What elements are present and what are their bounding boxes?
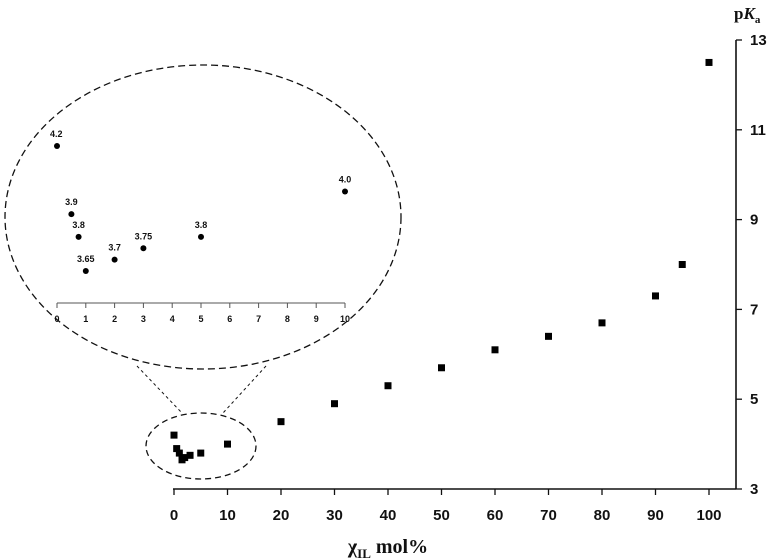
- inset-data-label: 3.9: [65, 197, 78, 207]
- x-tick-label: 100: [696, 507, 721, 524]
- inset-data-point: [54, 143, 60, 149]
- x-tick-label: 10: [219, 507, 236, 524]
- x-tick-label: 60: [487, 507, 504, 524]
- x-tick-label: 20: [273, 507, 290, 524]
- connector-line-left: [136, 365, 183, 414]
- connector-line-right: [222, 365, 267, 414]
- data-point: [652, 292, 659, 300]
- data-point: [545, 332, 552, 340]
- x-axis-ticks: 0 10 20 30 40 50 60 70 80 90 100: [170, 489, 722, 524]
- data-point: [277, 418, 285, 426]
- data-point: [186, 451, 194, 459]
- x-axis-title: χIL mol%: [347, 536, 428, 560]
- inset-data-label: 3.65: [77, 254, 95, 264]
- data-point: [598, 319, 606, 327]
- data-point: [175, 449, 183, 457]
- y-axis-title: pKa: [734, 4, 761, 26]
- data-point: [181, 454, 189, 462]
- x-tick-label: 0: [170, 507, 178, 524]
- data-point: [197, 449, 205, 457]
- y-tick-label: 7: [750, 301, 758, 318]
- y-tick-label: 9: [750, 212, 758, 229]
- inset-x-axis-ticks: 0 1 2 3 4 5 6 7 8 9 10: [54, 303, 350, 324]
- inset-x-tick-label: 2: [112, 314, 117, 324]
- y-axis-ticks: 3 5 7 9 11 13: [736, 32, 767, 498]
- data-point: [491, 346, 499, 354]
- inset-data-point: [342, 188, 348, 195]
- inset-x-tick-label: 6: [227, 314, 232, 324]
- inset-data-point: [140, 245, 147, 252]
- y-tick-label: 3: [750, 481, 758, 498]
- inset-data-label: 3.75: [135, 231, 153, 241]
- x-tick-label: 80: [594, 507, 611, 524]
- x-tick-label: 70: [540, 507, 557, 524]
- main-series-points: [170, 58, 713, 464]
- x-tick-label: 50: [433, 507, 450, 524]
- inset-data-label: 3.8: [195, 220, 208, 230]
- data-point: [170, 431, 178, 439]
- highlight-ellipse: [145, 412, 257, 480]
- inset-x-tick-label: 8: [285, 314, 290, 324]
- y-tick-label: 11: [750, 122, 766, 139]
- data-point: [224, 440, 231, 448]
- inset-data-point: [82, 268, 89, 274]
- y-tick-label: 13: [750, 32, 767, 49]
- inset-ellipse: [4, 64, 402, 370]
- data-point: [678, 261, 686, 268]
- inset-x-tick-label: 4: [170, 314, 175, 324]
- data-point: [438, 364, 445, 372]
- data-point: [705, 58, 713, 66]
- inset-data-label: 4.2: [50, 129, 63, 139]
- inset-x-tick-label: 10: [340, 314, 350, 324]
- inset-x-tick-label: 0: [54, 314, 59, 324]
- inset-data-point: [75, 233, 82, 240]
- inset-data-point: [111, 256, 118, 263]
- inset-data-label: 3.8: [72, 220, 85, 230]
- data-point: [173, 445, 181, 453]
- data-point: [331, 400, 338, 408]
- x-tick-label: 90: [647, 507, 664, 524]
- inset-series-points: 4.2 3.9 3.8 3.65 3.7 3.75 3.8 4.0: [50, 129, 351, 274]
- inset-x-tick-label: 7: [256, 314, 261, 324]
- x-tick-label: 30: [326, 507, 343, 524]
- inset-data-label: 4.0: [339, 174, 352, 184]
- x-tick-label: 40: [380, 507, 397, 524]
- data-point: [384, 382, 392, 390]
- inset-data-point: [198, 233, 204, 240]
- inset-x-tick-label: 3: [141, 314, 146, 324]
- inset-data-label: 3.7: [108, 243, 121, 253]
- inset-x-tick-label: 9: [314, 314, 319, 324]
- inset-x-tick-label: 5: [198, 314, 203, 324]
- inset-x-tick-label: 1: [83, 314, 88, 324]
- inset-data-point: [68, 211, 75, 218]
- y-tick-label: 5: [750, 391, 758, 408]
